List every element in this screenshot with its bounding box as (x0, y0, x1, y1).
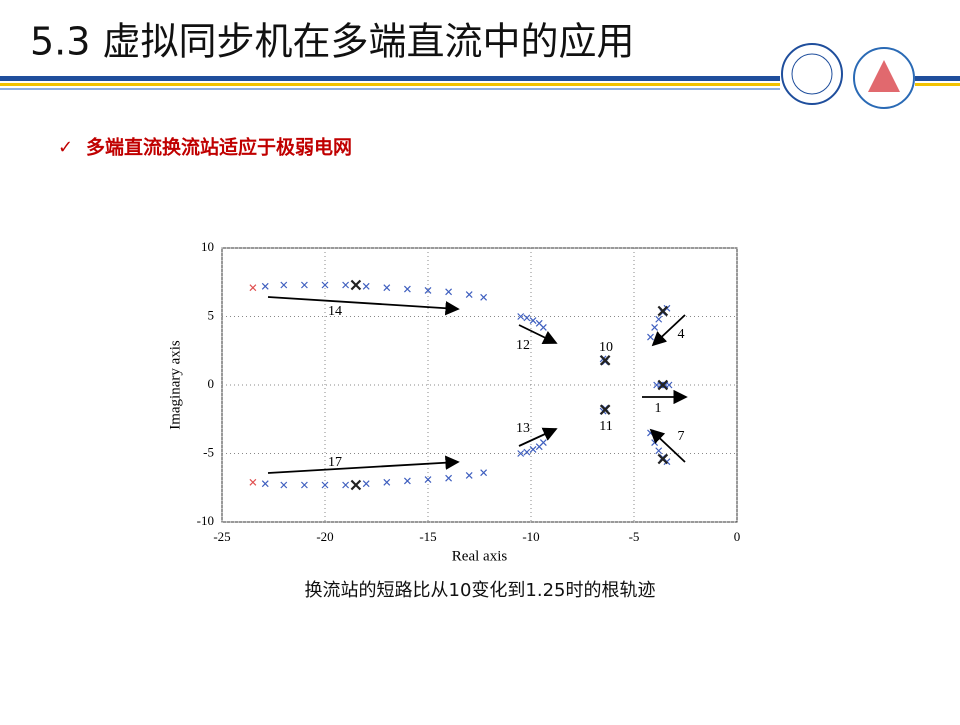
header-rule (0, 83, 780, 86)
plot-area (221, 247, 738, 523)
y-tick-label: 10 (201, 239, 214, 254)
root-marker (350, 279, 362, 291)
annotation-label: 11 (599, 419, 612, 434)
root-marker (424, 287, 432, 294)
annotation-label: 13 (516, 421, 530, 436)
logo (791, 53, 833, 95)
root-marker (362, 480, 370, 488)
root-marker (655, 447, 663, 455)
annotation-arrow (651, 314, 686, 347)
root-marker (321, 481, 329, 489)
root-marker (529, 445, 537, 453)
root-marker (523, 314, 531, 322)
root-marker (350, 479, 362, 491)
annotation-label: 10 (599, 340, 613, 355)
root-marker (480, 469, 488, 477)
y-tick-label: -10 (197, 513, 214, 528)
x-tick-label: -15 (419, 529, 436, 544)
root-marker (261, 480, 269, 488)
root-marker (657, 379, 669, 391)
root-marker (445, 474, 453, 482)
root-marker (403, 477, 411, 485)
header-rule (0, 76, 780, 81)
root-marker (517, 313, 525, 320)
root-marker (249, 478, 257, 486)
root-marker (539, 324, 547, 331)
root-marker (383, 478, 391, 486)
x-tick-label: -5 (629, 529, 640, 544)
y-tick-label: 0 (208, 376, 215, 391)
root-marker (321, 281, 329, 289)
root-marker (657, 305, 669, 317)
root-marker (665, 381, 673, 389)
root-marker (523, 448, 531, 456)
annotation-label: 7 (678, 429, 685, 444)
root-marker (655, 315, 663, 323)
root-marker (261, 282, 269, 290)
x-axis-label: Real axis (452, 548, 508, 564)
x-tick-label: -10 (522, 529, 539, 544)
root-marker (342, 481, 350, 489)
logo (868, 60, 900, 92)
root-marker (529, 317, 537, 325)
y-tick-label: -5 (203, 444, 214, 459)
root-marker (362, 282, 370, 290)
root-marker (300, 481, 308, 489)
caption: 换流站的短路比从10变化到1.25时的根轨迹 (305, 580, 656, 601)
y-tick-label: 5 (208, 307, 215, 322)
x-tick-label: -25 (213, 529, 230, 544)
root-marker (383, 284, 391, 292)
x-tick-label: 0 (734, 529, 741, 544)
root-marker (280, 481, 288, 489)
annotation-label: 1 (655, 401, 662, 416)
root-marker (249, 284, 257, 292)
annotation-label: 12 (516, 338, 530, 353)
annotation-label: 17 (328, 455, 342, 470)
annotation-arrow (267, 455, 460, 474)
y-axis-label: Imaginary axis (167, 340, 183, 430)
annotation-arrow (649, 428, 686, 463)
plot: -25 -20 -15 -10 -5 0 -10 -5 0 5 10 Real axis Imagina… (167, 239, 740, 564)
root-marker (280, 281, 288, 289)
annotation-label: 14 (328, 304, 342, 319)
root-marker (342, 281, 350, 289)
header-rule (915, 83, 960, 86)
header-rule (0, 88, 780, 90)
bullet-text: 多端直流换流站适应于极弱电网 (86, 136, 352, 159)
root-marker (445, 288, 453, 296)
annotation-arrow (518, 324, 558, 344)
root-marker (465, 471, 473, 479)
slide-title: 5.3 虚拟同步机在多端直流中的应用 (30, 20, 635, 64)
annotation-arrow (518, 427, 558, 447)
root-marker (480, 293, 488, 301)
root-marker (517, 450, 525, 457)
header-rule (915, 76, 960, 81)
root-marker (403, 285, 411, 293)
bullet-mark: ✓ (58, 137, 73, 158)
root-marker (651, 324, 659, 331)
root-marker (599, 355, 611, 366)
x-tick-label: -20 (316, 529, 333, 544)
root-marker (424, 476, 432, 483)
logo (781, 43, 843, 105)
root-marker (300, 281, 308, 289)
root-marker (599, 404, 611, 415)
root-marker (657, 453, 669, 465)
annotation-label: 4 (678, 327, 685, 342)
root-marker (465, 291, 473, 299)
annotation-arrow (267, 296, 460, 316)
